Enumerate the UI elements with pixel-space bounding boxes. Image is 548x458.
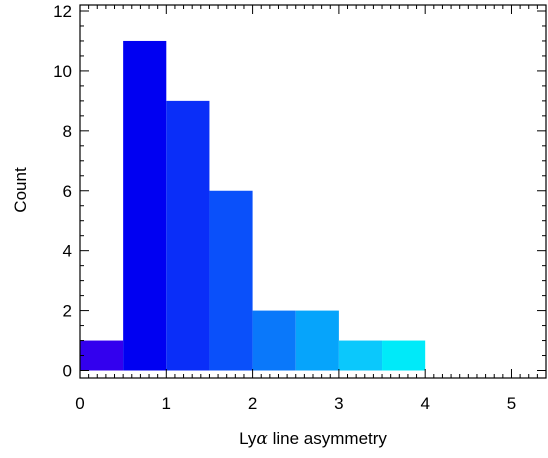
x-axis-label: Lyα line asymmetry — [239, 429, 387, 449]
bar-7 — [382, 340, 426, 371]
bar-0 — [80, 340, 124, 371]
y-axis-label: Count — [11, 167, 30, 213]
bar-4 — [252, 310, 296, 371]
ticks-layer — [79, 5, 547, 378]
y-tick-label: 8 — [63, 122, 72, 141]
x-tick-label: 5 — [507, 394, 516, 413]
y-tick-label: 12 — [53, 2, 72, 21]
x-tick-label: 4 — [420, 394, 429, 413]
bar-3 — [209, 190, 253, 371]
y-tick-label: 10 — [53, 62, 72, 81]
x-tick-label: 2 — [248, 394, 257, 413]
x-axis-label-suffix: line asymmetry — [268, 429, 388, 448]
bar-5 — [295, 310, 339, 371]
x-tick-label: 1 — [162, 394, 171, 413]
bar-6 — [338, 340, 383, 371]
y-tick-label: 0 — [63, 362, 72, 381]
x-tick-label: 3 — [334, 394, 343, 413]
bar-2 — [166, 100, 210, 371]
y-tick-label: 6 — [63, 182, 72, 201]
bar-1 — [123, 40, 167, 371]
y-tick-label: 2 — [63, 302, 72, 321]
y-tick-label: 4 — [63, 242, 72, 261]
x-tick-label: 0 — [75, 394, 84, 413]
x-axis-label-greek: α — [256, 429, 268, 449]
x-axis-label-prefix: Ly — [239, 429, 257, 448]
bars-layer — [80, 40, 426, 371]
